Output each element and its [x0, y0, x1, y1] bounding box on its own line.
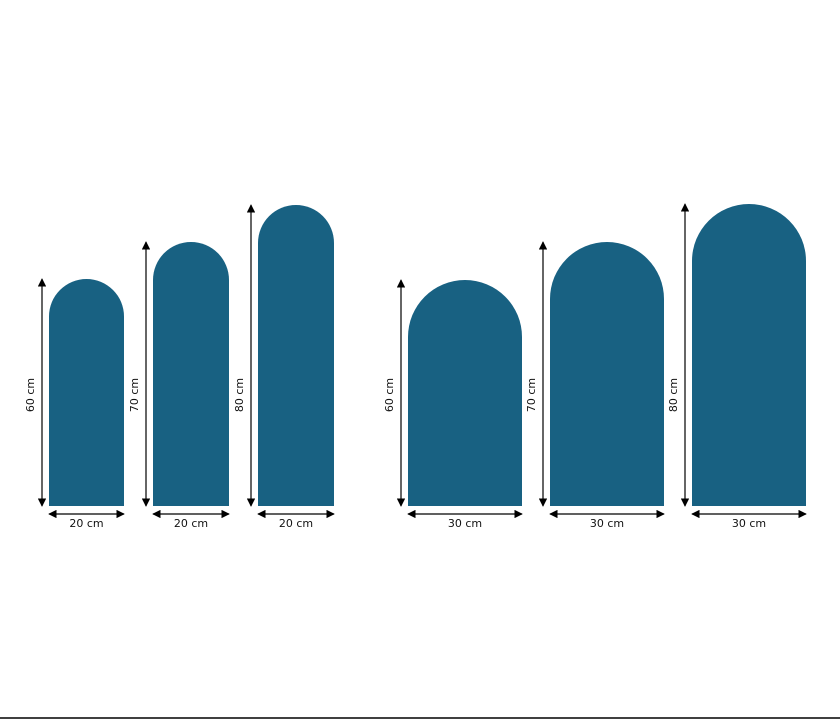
width-label: 30 cm: [732, 517, 766, 530]
width-label: 30 cm: [448, 517, 482, 530]
height-label: 80 cm: [233, 378, 246, 412]
arch: [258, 205, 334, 506]
width-label: 20 cm: [69, 517, 103, 530]
height-label: 60 cm: [383, 378, 396, 412]
arch: [153, 242, 229, 506]
arch: [408, 280, 522, 506]
width-label: 20 cm: [279, 517, 313, 530]
arch: [550, 242, 664, 506]
height-label: 70 cm: [525, 378, 538, 412]
arch: [49, 279, 124, 506]
width-label: 20 cm: [174, 517, 208, 530]
height-label: 60 cm: [24, 378, 37, 412]
height-label: 70 cm: [128, 378, 141, 412]
arch: [692, 204, 806, 506]
height-label: 80 cm: [667, 378, 680, 412]
width-label: 30 cm: [590, 517, 624, 530]
